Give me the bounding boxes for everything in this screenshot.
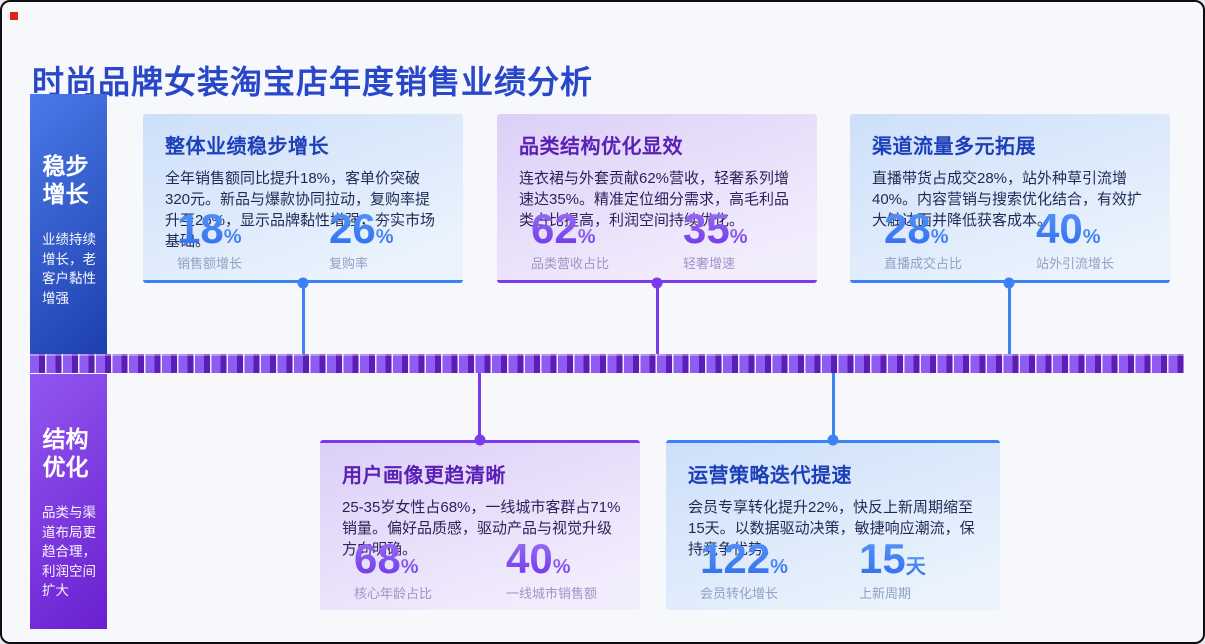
stat-value: 40 xyxy=(1036,205,1083,252)
stat: 62% 品类营收占比 xyxy=(507,208,659,272)
kpi-card-overall-performance: 整体业绩稳步增长 全年销售额同比提升18%，客单价突破320元。新品与爆款协同拉… xyxy=(143,114,463,283)
connector-dot xyxy=(1003,277,1015,289)
stat: 15天 上新周期 xyxy=(835,538,994,602)
card-stats: 28% 直播成交占比 40% 站外引流增长 xyxy=(860,208,1164,272)
stat-value: 122 xyxy=(700,535,771,582)
stat-suffix: % xyxy=(729,226,748,248)
card-body: 连衣裙与外套贡献62%营收，轻奢系列增速达35%。精准定位细分需求，高毛利品类占… xyxy=(519,170,790,229)
stat-suffix: % xyxy=(552,556,571,578)
stat: 122% 会员转化增长 xyxy=(676,538,835,602)
stat-label: 会员转化增长 xyxy=(700,586,779,601)
connector-line xyxy=(302,283,305,354)
connector-line xyxy=(832,373,835,440)
stat-label: 品类营收占比 xyxy=(531,256,610,271)
connector-dot xyxy=(474,434,486,446)
stat: 18% 销售额增长 xyxy=(153,208,305,272)
sidebar-section-structure-optimization: 结构优化 品类与渠道布局更趋合理，利润空间扩大 xyxy=(30,374,107,629)
stat-label: 站外引流增长 xyxy=(1036,256,1115,271)
connector-line xyxy=(478,373,481,440)
stat-value: 68 xyxy=(354,535,401,582)
stat-label: 上新周期 xyxy=(859,586,912,601)
connector-dot xyxy=(827,434,839,446)
stat-value: 26 xyxy=(329,205,376,252)
stat-suffix: % xyxy=(400,556,419,578)
stat: 68% 核心年龄占比 xyxy=(330,538,482,602)
stat-value: 28 xyxy=(884,205,931,252)
card-stats: 18% 销售额增长 26% 复购率 xyxy=(153,208,457,272)
card-stats: 62% 品类营收占比 35% 轻奢增速 xyxy=(507,208,811,272)
stat-label: 核心年龄占比 xyxy=(354,586,433,601)
kpi-card-user-profile: 用户画像更趋清晰 25-35岁女性占68%，一线城市客群占71%销量。偏好品质感… xyxy=(320,440,640,610)
stat: 40% 一线城市销售额 xyxy=(482,538,634,602)
card-title: 渠道流量多元拓展 xyxy=(872,136,1036,158)
stat: 35% 轻奢增速 xyxy=(659,208,811,272)
stat-suffix: % xyxy=(375,226,394,248)
kpi-card-category-structure: 品类结构优化显效 连衣裙与外套贡献62%营收，轻奢系列增速达35%。精准定位细分… xyxy=(497,114,817,283)
card-stats: 68% 核心年龄占比 40% 一线城市销售额 xyxy=(330,538,634,602)
kpi-card-operations-strategy: 运营策略迭代提速 会员专享转化提升22%，快反上新周期缩至15天。以数据驱动决策… xyxy=(666,440,1000,610)
card-body: 全年销售额同比提升18%，客单价突破320元。新品与爆款协同拉动，复购率提升至2… xyxy=(165,170,436,250)
card-title: 用户画像更趋清晰 xyxy=(342,465,506,487)
card-stats: 122% 会员转化增长 15天 上新周期 xyxy=(676,538,994,602)
stat-label: 直播成交占比 xyxy=(884,256,963,271)
sidebar-section-desc: 业绩持续增长，老客户黏性增强 xyxy=(42,232,96,306)
stat-label: 一线城市销售额 xyxy=(506,586,598,601)
sidebar-section-label: 稳步增长 xyxy=(42,153,89,208)
timeline-ribbon xyxy=(30,354,1184,373)
stat-suffix: 天 xyxy=(905,556,926,578)
stat-value: 35 xyxy=(683,205,730,252)
connector-line xyxy=(656,283,659,354)
stat-suffix: % xyxy=(577,226,596,248)
sidebar-section-desc: 品类与渠道布局更趋合理，利润空间扩大 xyxy=(42,505,96,599)
page-title: 时尚品牌女装淘宝店年度销售业绩分析 xyxy=(32,64,594,101)
stat-value: 18 xyxy=(177,205,224,252)
card-body: 25-35岁女性占68%，一线城市客群占71%销量。偏好品质感，驱动产品与视觉升… xyxy=(342,499,621,558)
connector-line xyxy=(1008,283,1011,354)
card-title: 整体业绩稳步增长 xyxy=(165,136,329,158)
card-title: 运营策略迭代提速 xyxy=(688,465,852,487)
stat-label: 销售额增长 xyxy=(177,256,243,271)
kpi-card-channel-traffic: 渠道流量多元拓展 直播带货占成交28%，站外种草引流增40%。内容营销与搜索优化… xyxy=(850,114,1170,283)
stat-label: 轻奢增速 xyxy=(683,256,736,271)
stat-value: 40 xyxy=(506,535,553,582)
sidebar-section-steady-growth: 稳步增长 业绩持续增长，老客户黏性增强 xyxy=(30,94,107,354)
stat-value: 15 xyxy=(859,535,906,582)
stat-label: 复购率 xyxy=(329,256,369,271)
stat-suffix: % xyxy=(930,226,949,248)
stat-suffix: % xyxy=(1082,226,1101,248)
stat: 28% 直播成交占比 xyxy=(860,208,1012,272)
stat-value: 62 xyxy=(531,205,578,252)
stat: 26% 复购率 xyxy=(305,208,457,272)
connector-dot xyxy=(651,277,663,289)
connector-dot xyxy=(297,277,309,289)
card-body: 会员专享转化提升22%，快反上新周期缩至15天。以数据驱动决策，敏捷响应潮流，保… xyxy=(688,499,975,558)
stat: 40% 站外引流增长 xyxy=(1012,208,1164,272)
sidebar-section-label: 结构优化 xyxy=(42,426,89,481)
card-body: 直播带货占成交28%，站外种草引流增40%。内容营销与搜索优化结合，有效扩大触达… xyxy=(872,170,1143,229)
stat-suffix: % xyxy=(770,556,788,578)
card-title: 品类结构优化显效 xyxy=(519,136,683,158)
stat-suffix: % xyxy=(223,226,242,248)
corner-mark xyxy=(10,12,18,20)
